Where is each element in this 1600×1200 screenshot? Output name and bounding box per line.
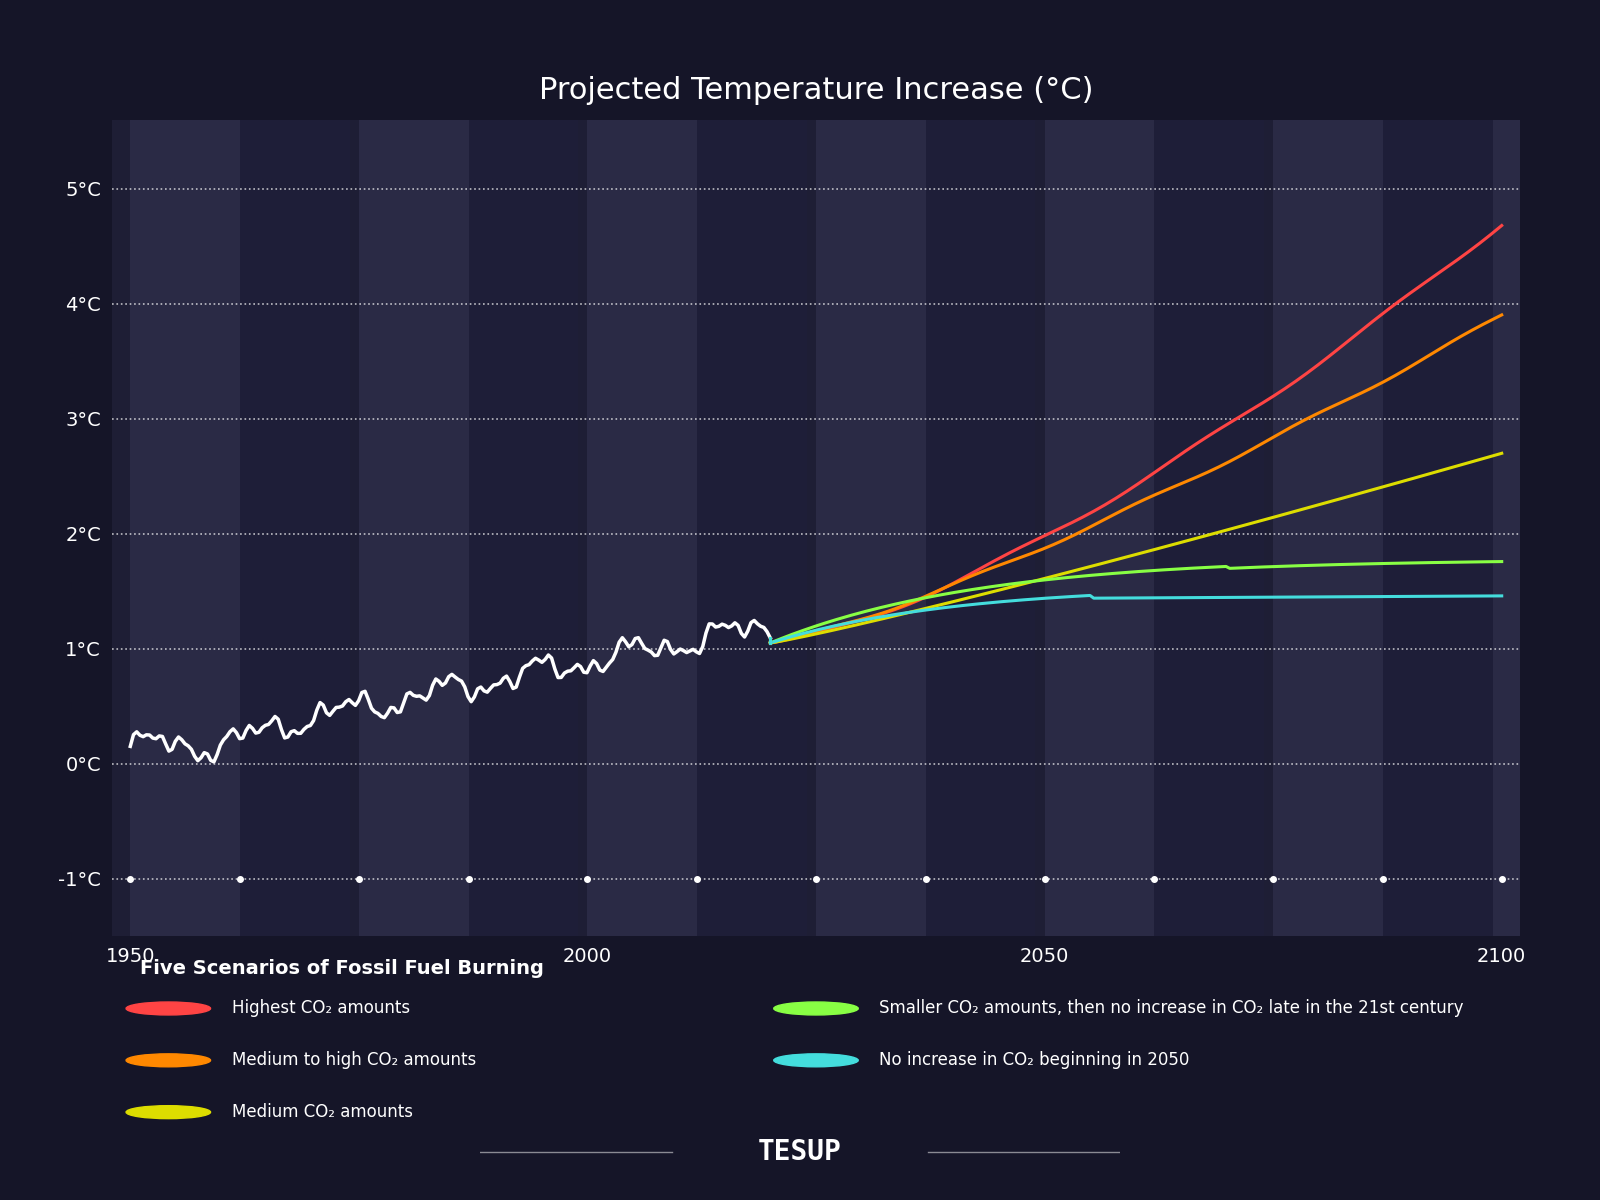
Bar <box>698 120 806 936</box>
Bar <box>1382 120 1493 936</box>
Text: Smaller CO₂ amounts, then no increase in CO₂ late in the 21st century: Smaller CO₂ amounts, then no increase in… <box>880 1000 1464 1018</box>
Text: Medium to high CO₂ amounts: Medium to high CO₂ amounts <box>232 1051 475 1069</box>
Bar <box>926 120 1035 936</box>
Bar <box>816 120 926 936</box>
Bar <box>358 120 469 936</box>
Text: Medium CO₂ amounts: Medium CO₂ amounts <box>232 1103 413 1121</box>
Text: Highest CO₂ amounts: Highest CO₂ amounts <box>232 1000 410 1018</box>
Text: No increase in CO₂ beginning in 2050: No increase in CO₂ beginning in 2050 <box>880 1051 1190 1069</box>
Circle shape <box>126 1105 211 1118</box>
Bar <box>1493 120 1520 936</box>
Bar <box>240 120 350 936</box>
Circle shape <box>774 1002 858 1015</box>
Circle shape <box>126 1054 211 1067</box>
Bar <box>130 120 240 936</box>
Bar <box>1154 120 1264 936</box>
Text: TESUP: TESUP <box>758 1138 842 1166</box>
Bar <box>469 120 578 936</box>
Circle shape <box>126 1002 211 1015</box>
Bar <box>1274 120 1382 936</box>
Circle shape <box>774 1054 858 1067</box>
Bar <box>1045 120 1154 936</box>
Title: Projected Temperature Increase (°C): Projected Temperature Increase (°C) <box>539 76 1093 106</box>
Bar <box>587 120 698 936</box>
Text: Five Scenarios of Fossil Fuel Burning: Five Scenarios of Fossil Fuel Burning <box>141 959 544 978</box>
